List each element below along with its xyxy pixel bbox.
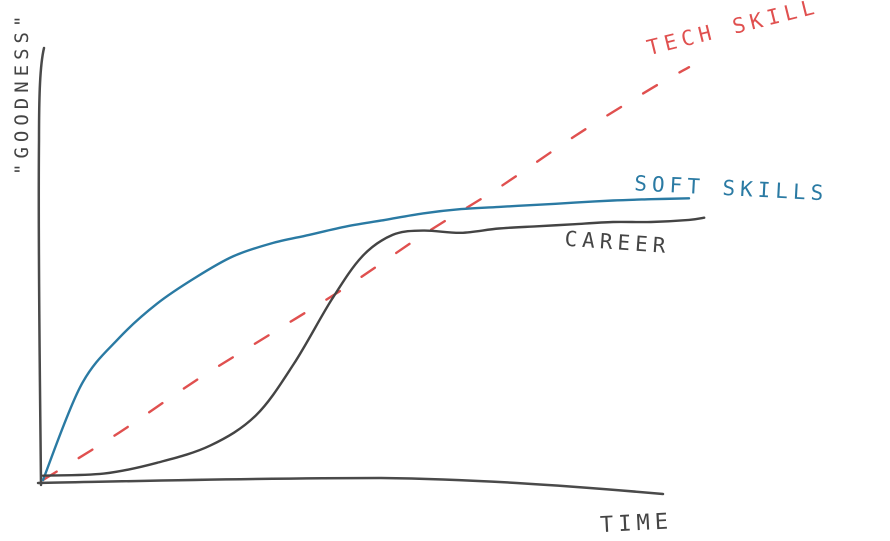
data-point-soft-skills-12 bbox=[498, 206, 500, 208]
data-point-soft-skills-1 bbox=[80, 384, 82, 386]
data-point-career-3 bbox=[209, 444, 211, 446]
series-label-career: CAREER bbox=[564, 227, 671, 258]
series-soft-skills: SOFT SKILLS bbox=[41, 171, 829, 482]
x-axis bbox=[36, 476, 665, 496]
data-point-soft-skills-10 bbox=[422, 212, 424, 214]
data-point-soft-skills-9 bbox=[384, 219, 386, 221]
data-point-career-13 bbox=[574, 223, 576, 225]
data-point-career-4 bbox=[255, 414, 257, 416]
data-point-soft-skills-5 bbox=[232, 255, 234, 257]
x-axis-label: TIME bbox=[599, 509, 673, 538]
data-point-tech-skill-7 bbox=[574, 135, 576, 137]
data-point-soft-skills-11 bbox=[460, 208, 462, 210]
data-point-soft-skills-16 bbox=[650, 198, 652, 200]
data-point-career-2 bbox=[156, 462, 158, 464]
data-point-soft-skills-6 bbox=[270, 242, 272, 244]
data-point-tech-skill-2 bbox=[194, 380, 196, 382]
data-point-tech-skill-3 bbox=[270, 333, 272, 335]
data-point-soft-skills-4 bbox=[194, 277, 196, 279]
data-point-career-17 bbox=[703, 217, 705, 219]
data-point-tech-skill-9 bbox=[688, 66, 690, 68]
series-line-soft-skills bbox=[41, 197, 691, 482]
data-point-soft-skills-0 bbox=[42, 479, 44, 481]
series-label-tech-skill: TECH SKILL bbox=[644, 0, 821, 60]
data-point-tech-skill-1 bbox=[118, 432, 120, 434]
series-tech-skill: TECH SKILL bbox=[41, 0, 821, 482]
series-label-soft-skills: SOFT SKILLS bbox=[634, 171, 829, 205]
y-axis bbox=[37, 46, 46, 487]
data-point-career-12 bbox=[536, 225, 538, 227]
data-point-career-6 bbox=[331, 298, 333, 300]
series-career: CAREER bbox=[41, 216, 706, 477]
data-point-career-0 bbox=[42, 475, 44, 477]
series-layer: TECH SKILL SOFT SKILLS CAREER bbox=[41, 0, 829, 482]
data-point-soft-skills-3 bbox=[156, 303, 158, 305]
data-point-career-15 bbox=[650, 221, 652, 223]
data-point-tech-skill-4 bbox=[346, 285, 348, 287]
data-point-career-14 bbox=[612, 221, 614, 223]
data-point-career-10 bbox=[460, 232, 462, 234]
series-line-career bbox=[41, 216, 706, 477]
data-point-soft-skills-14 bbox=[574, 201, 576, 203]
series-line-tech-skill bbox=[41, 66, 691, 482]
data-point-tech-skill-8 bbox=[650, 88, 652, 90]
y-axis-label: "GOODNESS" bbox=[11, 11, 33, 175]
data-point-career-1 bbox=[103, 472, 105, 474]
data-point-career-7 bbox=[361, 255, 363, 257]
data-point-career-16 bbox=[688, 219, 690, 221]
data-point-tech-skill-6 bbox=[498, 186, 500, 188]
data-point-career-9 bbox=[422, 229, 424, 231]
data-point-career-8 bbox=[391, 234, 393, 236]
data-point-soft-skills-15 bbox=[612, 199, 614, 201]
data-point-tech-skill-5 bbox=[422, 234, 424, 236]
data-point-career-11 bbox=[498, 227, 500, 229]
data-point-soft-skills-13 bbox=[536, 204, 538, 206]
data-point-soft-skills-2 bbox=[118, 337, 120, 339]
data-point-soft-skills-8 bbox=[346, 225, 348, 227]
data-point-soft-skills-7 bbox=[308, 234, 310, 236]
data-point-career-5 bbox=[293, 363, 295, 365]
